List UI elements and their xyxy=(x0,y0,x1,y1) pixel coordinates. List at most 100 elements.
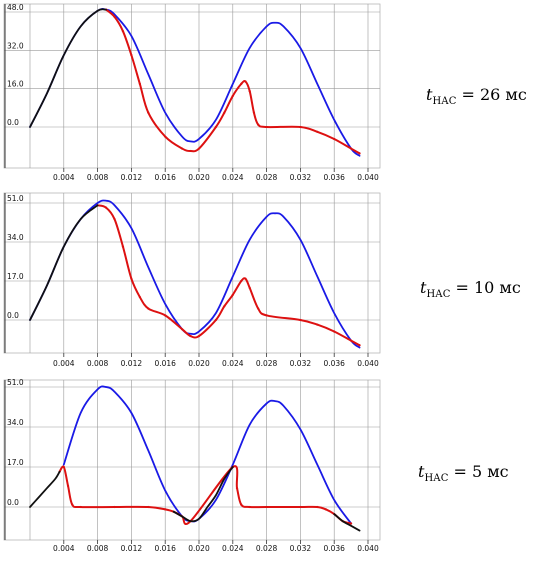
series-point xyxy=(240,279,243,283)
series-point xyxy=(197,334,201,338)
series-point xyxy=(113,505,116,509)
panel-label: tНАС = 26 мс xyxy=(426,85,527,107)
label-variable: t xyxy=(418,462,425,481)
overlap-line xyxy=(29,8,107,128)
series-point xyxy=(358,344,361,347)
y-tick-label: 0.0 xyxy=(7,498,19,507)
series-point xyxy=(299,318,302,322)
chart-panel-1: 0.004 0.008 0.012 0.016 0.020 0.024 0.028 0.032… xyxy=(3,3,381,182)
series-point xyxy=(248,505,251,509)
x-tick-label: 0.008 xyxy=(87,359,109,368)
x-tick-label: 0.012 xyxy=(121,544,143,553)
x-tick-label: 0.024 xyxy=(222,173,244,182)
series-point xyxy=(62,465,65,469)
overlap-line xyxy=(29,466,361,532)
series-point xyxy=(189,149,192,153)
series-point xyxy=(121,245,125,248)
series-point xyxy=(130,54,133,57)
x-tick-label: 0.020 xyxy=(188,544,210,553)
series-point xyxy=(164,314,167,317)
series-point xyxy=(248,286,251,289)
panel-label: tНАС = 10 мс xyxy=(420,278,521,300)
series-point xyxy=(350,147,353,150)
label-value: = 5 мс xyxy=(448,462,508,481)
series-point xyxy=(244,277,247,280)
x-tick-label: 0.016 xyxy=(154,359,176,368)
y-tick-label: 51.0 xyxy=(7,378,24,387)
series-point xyxy=(147,307,150,310)
series-point xyxy=(316,323,319,326)
series-point xyxy=(164,508,167,511)
series-point xyxy=(248,89,251,93)
series-point xyxy=(333,137,336,141)
series-point xyxy=(164,135,167,138)
series-point xyxy=(257,307,260,310)
label-subscript: НАС xyxy=(432,96,456,107)
secondary-current-line xyxy=(105,8,361,155)
series-point xyxy=(130,277,133,280)
series-point xyxy=(316,130,319,133)
source-current-line xyxy=(29,199,361,349)
series-point xyxy=(358,152,361,155)
x-tick-label: 0.016 xyxy=(154,544,176,553)
label-variable: t xyxy=(426,85,433,104)
series-point xyxy=(66,484,70,487)
plot-area xyxy=(3,379,381,541)
x-tick-label: 0.008 xyxy=(87,544,109,553)
x-tick-label: 0.012 xyxy=(121,359,143,368)
series-point xyxy=(223,305,226,308)
series-point xyxy=(257,123,260,126)
x-tick-label: 0.004 xyxy=(53,544,75,553)
series-point xyxy=(231,293,234,296)
y-tick-label: 0.0 xyxy=(7,311,19,320)
overlap-line xyxy=(29,204,99,321)
y-tick-label: 17.0 xyxy=(7,272,24,281)
x-tick-label: 0.028 xyxy=(256,173,278,182)
chart-panel-2: 0.004 0.008 0.012 0.016 0.020 0.024 0.028 0.032… xyxy=(3,192,381,368)
series-point xyxy=(252,111,256,114)
plot-area xyxy=(3,192,381,354)
x-tick-label: 0.036 xyxy=(323,359,345,368)
x-tick-label: 0.024 xyxy=(222,359,244,368)
x-tick-label: 0.040 xyxy=(357,544,379,553)
series-point xyxy=(299,505,302,509)
x-tick-label: 0.040 xyxy=(357,359,379,368)
y-tick-label: 0.0 xyxy=(7,118,19,127)
series-point xyxy=(181,328,184,331)
label-value: = 26 мс xyxy=(456,85,526,104)
series-point xyxy=(223,111,226,114)
series-point xyxy=(113,217,116,221)
series-point xyxy=(113,15,116,18)
x-tick-label: 0.024 xyxy=(222,544,244,553)
series-point xyxy=(265,505,268,509)
x-tick-label: 0.040 xyxy=(357,173,379,182)
x-tick-label: 0.020 xyxy=(188,173,210,182)
series-point xyxy=(138,82,141,85)
series-point xyxy=(235,487,239,490)
series-point xyxy=(197,147,201,150)
secondary-current-line xyxy=(96,204,361,347)
series-point xyxy=(265,314,268,317)
x-tick-label: 0.032 xyxy=(290,544,312,553)
x-tick-label: 0.036 xyxy=(323,544,345,553)
series-point xyxy=(333,330,336,333)
series-point xyxy=(214,125,217,129)
series-point xyxy=(231,94,234,97)
x-tick-label: 0.020 xyxy=(188,359,210,368)
x-tick-label: 0.028 xyxy=(256,544,278,553)
label-subscript: НАС xyxy=(426,289,450,300)
x-tick-label: 0.016 xyxy=(154,173,176,182)
series-point xyxy=(350,339,353,342)
y-tick-label: 16.0 xyxy=(7,80,24,89)
series-point xyxy=(350,522,353,525)
label-subscript: НАС xyxy=(424,473,448,484)
x-tick-label: 0.028 xyxy=(256,359,278,368)
plot-area xyxy=(3,3,381,169)
series-point xyxy=(104,206,108,209)
series-point xyxy=(214,318,217,322)
series-point xyxy=(316,505,319,509)
series-point xyxy=(299,125,302,129)
series-point xyxy=(244,80,247,83)
x-tick-label: 0.008 xyxy=(87,173,109,182)
